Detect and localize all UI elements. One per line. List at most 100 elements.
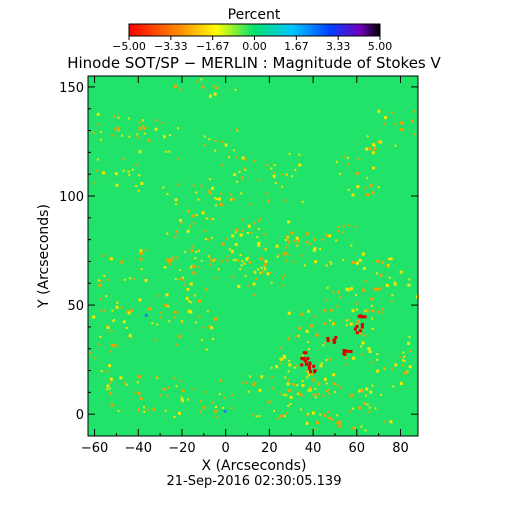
stokes-feature bbox=[285, 259, 288, 262]
stokes-feature bbox=[179, 88, 182, 91]
stokes-feature bbox=[325, 298, 328, 301]
stokes-feature bbox=[217, 197, 221, 201]
stokes-feature bbox=[295, 365, 298, 368]
stokes-feature bbox=[348, 410, 351, 413]
stokes-feature bbox=[191, 214, 195, 218]
stokes-feature bbox=[368, 406, 371, 409]
stokes-feature bbox=[285, 235, 289, 239]
stokes-feature bbox=[155, 375, 158, 378]
stokes-core bbox=[306, 356, 310, 360]
stokes-feature bbox=[282, 252, 286, 256]
stokes-feature bbox=[263, 248, 266, 251]
x-tick-label: −40 bbox=[125, 441, 152, 456]
chart-title: Hinode SOT/SP − MERLIN : Magnitude of St… bbox=[67, 54, 441, 72]
stokes-feature bbox=[111, 309, 114, 312]
stokes-feature bbox=[263, 233, 266, 236]
stokes-feature bbox=[336, 414, 339, 417]
stokes-feature bbox=[106, 384, 110, 388]
stokes-feature bbox=[273, 164, 276, 167]
stokes-feature bbox=[240, 264, 243, 267]
stokes-feature bbox=[384, 420, 387, 423]
stokes-feature bbox=[241, 260, 244, 263]
stokes-feature bbox=[379, 273, 383, 277]
stokes-feature bbox=[283, 274, 286, 277]
stokes-feature bbox=[286, 338, 289, 341]
stokes-feature bbox=[361, 341, 365, 345]
stokes-feature bbox=[361, 288, 365, 292]
stokes-feature bbox=[329, 308, 332, 311]
stokes-feature bbox=[327, 417, 330, 420]
stokes-feature bbox=[188, 300, 191, 303]
x-axis: −60 −40 −20 0 20 40 60 80 bbox=[81, 76, 409, 456]
stokes-feature bbox=[386, 264, 390, 268]
stokes-feature bbox=[373, 147, 377, 151]
stokes-feature bbox=[389, 420, 393, 424]
stokes-feature bbox=[154, 339, 157, 342]
stokes-feature bbox=[296, 384, 299, 387]
stokes-core bbox=[308, 361, 312, 365]
stokes-feature bbox=[181, 389, 185, 393]
stokes-feature bbox=[242, 381, 245, 384]
stokes-feature bbox=[358, 389, 362, 393]
stokes-feature bbox=[218, 393, 221, 396]
stokes-feature bbox=[306, 412, 309, 415]
stokes-feature bbox=[333, 322, 336, 325]
stokes-feature bbox=[173, 416, 176, 419]
stokes-feature bbox=[284, 199, 287, 202]
stokes-feature bbox=[295, 236, 299, 240]
stokes-feature bbox=[337, 229, 340, 232]
stokes-feature bbox=[371, 151, 375, 155]
stokes-feature bbox=[366, 403, 369, 406]
stokes-feature bbox=[202, 406, 206, 410]
stokes-feature bbox=[313, 428, 316, 431]
stokes-feature bbox=[266, 272, 270, 276]
stokes-feature bbox=[239, 233, 243, 237]
stokes-feature bbox=[208, 191, 212, 195]
stokes-feature bbox=[94, 182, 97, 185]
stokes-feature bbox=[95, 169, 98, 172]
stokes-feature bbox=[257, 241, 261, 245]
stokes-feature bbox=[270, 366, 273, 369]
stokes-feature bbox=[215, 198, 218, 201]
stokes-core bbox=[313, 369, 317, 373]
stokes-feature bbox=[142, 406, 145, 409]
stokes-feature bbox=[160, 311, 163, 314]
stokes-feature bbox=[259, 217, 262, 220]
stokes-core bbox=[307, 367, 311, 371]
stokes-feature bbox=[383, 122, 386, 125]
stokes-feature bbox=[168, 320, 171, 323]
stokes-feature bbox=[371, 166, 375, 170]
y-axis: 0 50 100 150 bbox=[59, 81, 418, 437]
x-tick-label: 80 bbox=[392, 441, 409, 456]
stokes-feature bbox=[177, 411, 181, 415]
stokes-feature bbox=[301, 200, 304, 203]
stokes-feature bbox=[364, 187, 367, 190]
stokes-feature bbox=[377, 310, 380, 313]
stokes-feature bbox=[319, 247, 322, 250]
stokes-feature bbox=[279, 346, 282, 349]
stokes-feature bbox=[179, 269, 182, 272]
stokes-feature bbox=[287, 242, 290, 245]
stokes-feature bbox=[180, 396, 183, 399]
stokes-feature bbox=[394, 144, 397, 147]
stokes-feature bbox=[140, 268, 143, 271]
stokes-feature bbox=[282, 284, 285, 287]
stokes-feature bbox=[214, 317, 218, 321]
stokes-feature bbox=[303, 264, 306, 267]
stokes-feature bbox=[115, 305, 119, 309]
stokes-feature bbox=[300, 254, 303, 257]
stokes-feature bbox=[186, 287, 190, 291]
stokes-feature bbox=[255, 415, 258, 418]
stokes-feature bbox=[108, 387, 111, 390]
stokes-feature bbox=[351, 260, 355, 264]
stokes-core bbox=[304, 351, 308, 355]
stokes-feature bbox=[387, 257, 390, 260]
stokes-feature bbox=[175, 256, 178, 259]
stokes-feature bbox=[146, 408, 149, 411]
stokes-feature bbox=[125, 326, 128, 329]
stokes-feature bbox=[105, 324, 108, 327]
stokes-feature bbox=[163, 266, 166, 269]
stokes-feature bbox=[301, 380, 304, 383]
stokes-feature bbox=[293, 366, 296, 369]
stokes-feature bbox=[299, 393, 303, 397]
